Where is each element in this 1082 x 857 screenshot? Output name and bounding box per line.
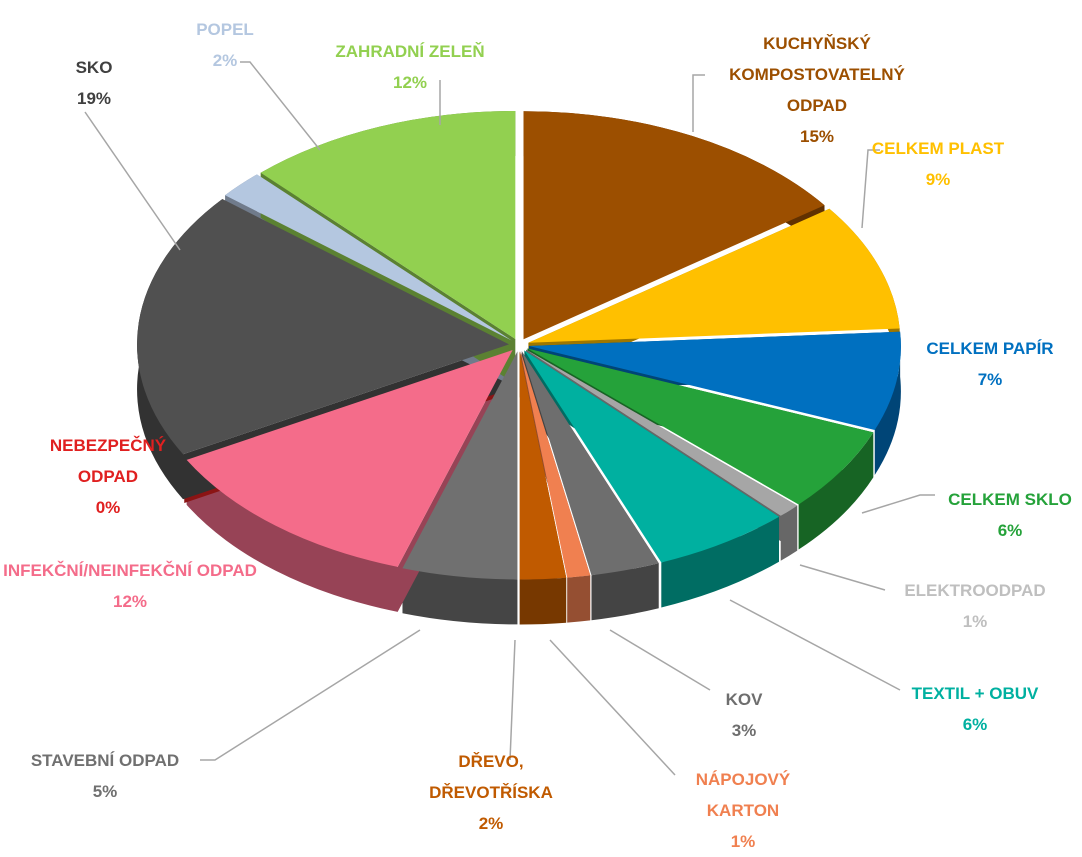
slice (186, 350, 513, 567)
category-label: CELKEM SKLO (948, 490, 1072, 509)
data-label: CELKEM PAPÍR 7% (890, 333, 1082, 395)
pie-tops (137, 110, 901, 580)
data-label: ZAHRADNÍ ZELEŇ 12% (295, 36, 525, 98)
leader-line (200, 629, 421, 761)
data-label: CELKEM PLAST 9% (838, 133, 1038, 195)
leader-line (692, 74, 705, 132)
slice (527, 348, 874, 505)
slice (521, 351, 659, 576)
slice (523, 111, 825, 340)
slice (524, 350, 780, 563)
category-label: INFEKČNÍ/NEINFEKČNÍ ODPAD (3, 561, 257, 580)
leader-line (729, 599, 901, 691)
data-label: DŘEVO, DŘEVOTŘÍSKA 2% (416, 746, 566, 839)
value-label: 12% (392, 73, 428, 92)
value-label: 6% (997, 521, 1023, 540)
category-label: TEXTIL + OBUV (911, 684, 1039, 703)
category-label: NEBEZPEČNÝ ODPAD (49, 436, 167, 486)
value-label: 6% (962, 715, 988, 734)
slice (526, 349, 798, 516)
leader-line (861, 149, 880, 229)
value-label: 12% (112, 592, 148, 611)
leader-line (240, 61, 321, 151)
value-label: 2% (478, 814, 504, 833)
value-label: 15% (799, 127, 835, 146)
data-label: NÁPOJOVÝ KARTON 1% (663, 764, 823, 857)
category-label: STAVEBNÍ ODPAD (30, 751, 180, 770)
category-label: CELKEM PLAST (871, 139, 1005, 158)
data-label: SKO 19% (49, 52, 139, 114)
slice (137, 199, 510, 455)
slice (260, 110, 516, 339)
data-label: STAVEBNÍ ODPAD 5% (0, 745, 220, 807)
slice (528, 331, 901, 430)
category-label: KUCHYŇSKÝ KOMPOSTOVATELNÝ ODPAD (729, 34, 905, 115)
value-label: 5% (92, 782, 118, 801)
value-label: 1% (730, 832, 756, 851)
value-label: 1% (962, 612, 988, 631)
data-label: KOV 3% (694, 684, 794, 746)
value-label: 2% (212, 51, 238, 70)
data-label: TEXTIL + OBUV 6% (875, 678, 1075, 740)
data-label: CELKEM SKLO 6% (910, 484, 1082, 546)
slice (520, 351, 591, 578)
category-label: SKO (75, 58, 113, 77)
category-label: POPEL (196, 20, 254, 39)
category-label: NÁPOJOVÝ KARTON (695, 770, 791, 820)
value-label: 0% (95, 498, 121, 517)
value-label: 9% (925, 170, 951, 189)
value-label: 7% (977, 370, 1003, 389)
slice (402, 351, 518, 580)
slice (519, 351, 567, 580)
value-label: 3% (731, 721, 757, 740)
category-label: ELEKTROODPAD (904, 581, 1046, 600)
data-label: INFEKČNÍ/NEINFEKČNÍ ODPAD 12% (0, 555, 265, 617)
slice (225, 174, 512, 341)
data-label: POPEL 2% (180, 14, 270, 76)
category-label: DŘEVO, DŘEVOTŘÍSKA (429, 752, 553, 802)
leader-line (84, 111, 181, 251)
category-label: ZAHRADNÍ ZELEŇ (335, 42, 485, 61)
category-label: KOV (725, 690, 763, 709)
leader-line (799, 564, 886, 591)
category-label: CELKEM PAPÍR (926, 339, 1054, 358)
leader-line (549, 639, 676, 776)
data-label: NEBEZPEČNÝ ODPAD 0% (28, 430, 188, 523)
data-label: ELEKTROODPAD 1% (875, 575, 1075, 637)
value-label: 19% (76, 89, 112, 108)
slice-side (527, 348, 874, 550)
leader-line (509, 639, 516, 761)
leader-line (609, 629, 711, 691)
slice (184, 348, 511, 458)
leader-line (861, 494, 935, 514)
slice (528, 208, 900, 343)
data-label: KUCHYŇSKÝ KOMPOSTOVATELNÝ ODPAD 15% (697, 28, 937, 152)
slice-side (402, 351, 518, 625)
